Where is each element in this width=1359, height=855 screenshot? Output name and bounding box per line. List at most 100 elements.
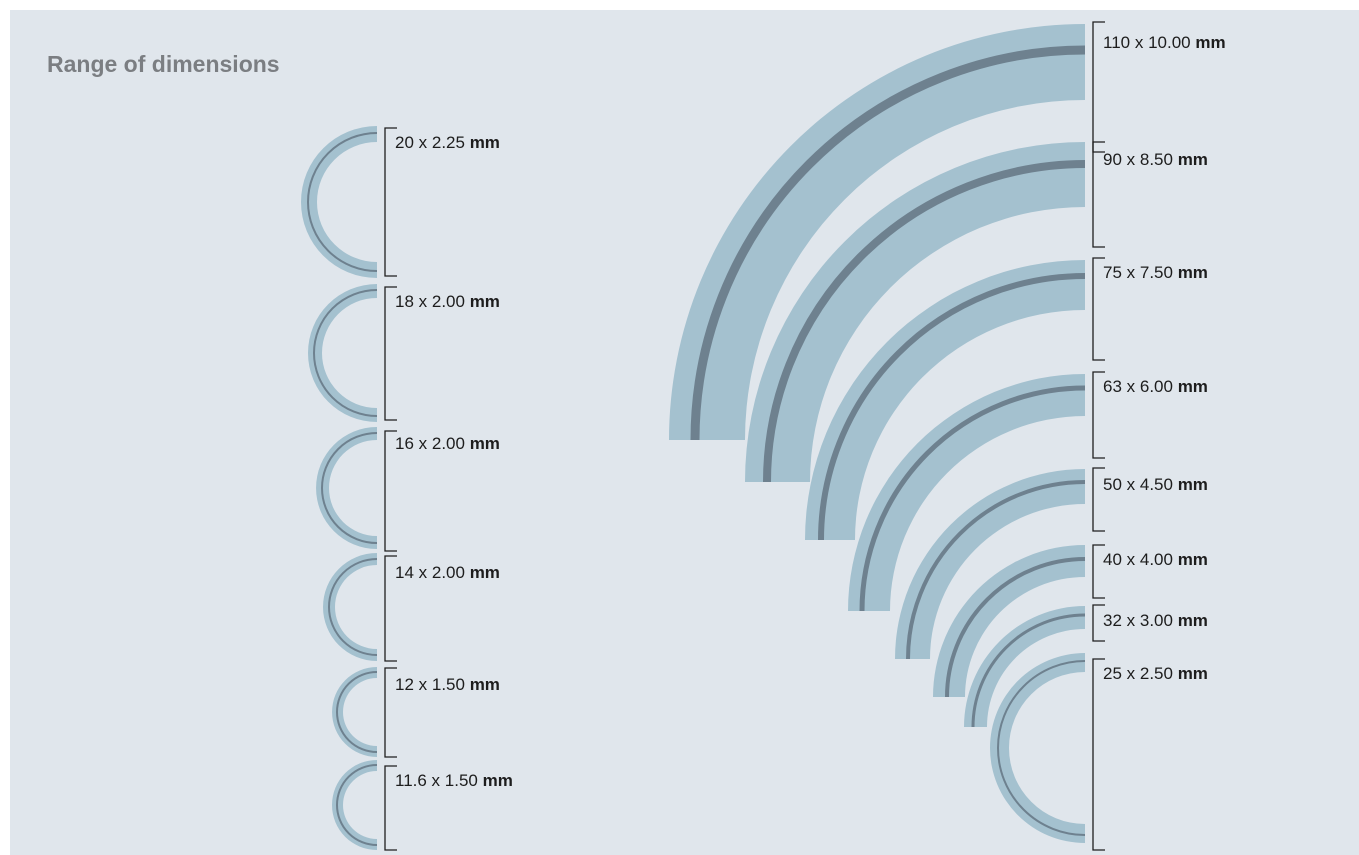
dimension-bracket-110 (1092, 21, 1105, 153)
pipe-centerline-18 (313, 289, 378, 417)
dimension-label-40: 40 x 4.00 mm (1103, 550, 1208, 570)
dimension-bracket-63 (1092, 371, 1105, 459)
unit-label: mm (469, 434, 500, 453)
dimension-label-11-6: 11.6 x 1.50 mm (395, 771, 513, 791)
wall-value: 10.00 (1148, 33, 1196, 52)
pipe-centerline-11-6 (336, 764, 378, 846)
unit-label: mm (1177, 664, 1208, 683)
dimension-bracket-25 (1092, 658, 1105, 851)
unit-label: mm (1177, 611, 1208, 630)
pipe-wall-25 (990, 653, 1085, 843)
dimension-bracket-32 (1092, 604, 1105, 642)
diameter-value: 16 (395, 434, 414, 453)
diameter-value: 63 (1103, 377, 1122, 396)
pipe-wall-18 (308, 284, 377, 422)
dimension-label-90: 90 x 8.50 mm (1103, 150, 1208, 170)
unit-label: mm (469, 133, 500, 152)
diameter-value: 25 (1103, 664, 1122, 683)
diameter-value: 75 (1103, 263, 1122, 282)
unit-label: mm (1177, 150, 1208, 169)
dimension-bracket-12 (384, 667, 397, 758)
separator: x (1121, 377, 1140, 396)
pipe-centerline-32 (971, 613, 1086, 728)
pipe-wall-16 (316, 427, 377, 549)
dimension-bracket-18 (384, 286, 397, 421)
dimension-label-12: 12 x 1.50 mm (395, 675, 500, 695)
unit-label: mm (469, 675, 500, 694)
pipe-section-63 (848, 371, 1105, 612)
pipe-section-12 (332, 667, 397, 758)
pipe-wall-32 (964, 606, 1085, 727)
wall-value: 2.00 (431, 292, 470, 311)
pipe-wall-11-6 (332, 760, 377, 850)
pipe-section-40 (933, 544, 1105, 698)
wall-value: 8.50 (1139, 150, 1178, 169)
pipe-wall-50 (895, 469, 1085, 659)
unit-label: mm (1177, 475, 1208, 494)
pipe-section-50 (895, 467, 1105, 660)
dimension-bracket-16 (384, 430, 397, 552)
separator: x (413, 133, 432, 152)
separator: x (1130, 33, 1149, 52)
pipe-section-14 (323, 553, 397, 662)
pipe-section-110 (669, 21, 1105, 441)
wall-value: 1.50 (444, 771, 483, 790)
separator: x (413, 292, 432, 311)
dimension-label-50: 50 x 4.50 mm (1103, 475, 1208, 495)
dimension-label-18: 18 x 2.00 mm (395, 292, 500, 312)
dimension-bracket-75 (1092, 257, 1105, 361)
wall-value: 1.50 (431, 675, 470, 694)
unit-label: mm (469, 292, 500, 311)
diameter-value: 20 (395, 133, 414, 152)
separator: x (1121, 611, 1140, 630)
diameter-value: 18 (395, 292, 414, 311)
dimension-bracket-90 (1092, 141, 1105, 248)
diameter-value: 50 (1103, 475, 1122, 494)
pipe-wall-40 (933, 545, 1085, 697)
pipe-centerline-40 (945, 557, 1086, 698)
wall-value: 2.00 (431, 434, 470, 453)
pipe-section-20 (301, 126, 397, 278)
dimension-label-110: 110 x 10.00 mm (1103, 33, 1226, 53)
separator: x (413, 563, 432, 582)
pipe-centerline-90 (763, 160, 1086, 483)
pipe-centerline-12 (336, 671, 378, 753)
wall-value: 7.50 (1139, 263, 1178, 282)
pipe-section-25 (990, 653, 1105, 851)
separator: x (413, 434, 432, 453)
wall-value: 4.00 (1139, 550, 1178, 569)
pipe-centerline-14 (328, 558, 378, 656)
diameter-value: 14 (395, 563, 414, 582)
pipe-centerline-25 (997, 660, 1086, 836)
dimension-bracket-20 (384, 127, 397, 277)
diameter-value: 90 (1103, 150, 1122, 169)
wall-value: 4.50 (1139, 475, 1178, 494)
pipe-centerline-20 (307, 132, 378, 272)
wall-value: 3.00 (1139, 611, 1178, 630)
diameter-value: 11.6 (395, 771, 427, 790)
dimension-label-63: 63 x 6.00 mm (1103, 377, 1208, 397)
separator: x (1121, 475, 1140, 494)
unit-label: mm (1177, 550, 1208, 569)
separator: x (1121, 263, 1140, 282)
page-title: Range of dimensions (47, 51, 280, 77)
pipe-wall-14 (323, 553, 377, 661)
pipe-centerline-75 (818, 273, 1086, 541)
dimension-bracket-40 (1092, 544, 1105, 599)
diameter-value: 40 (1103, 550, 1122, 569)
dimension-label-75: 75 x 7.50 mm (1103, 263, 1208, 283)
pipe-section-32 (964, 604, 1105, 728)
pipe-section-16 (316, 427, 397, 552)
dimension-label-14: 14 x 2.00 mm (395, 563, 500, 583)
pipe-centerline-16 (321, 432, 378, 544)
pipe-section-18 (308, 284, 397, 422)
pipe-wall-12 (332, 667, 377, 757)
pipe-section-11-6 (332, 760, 397, 851)
unit-label: mm (1195, 33, 1226, 52)
unit-label: mm (1177, 377, 1208, 396)
wall-value: 2.25 (431, 133, 470, 152)
pipe-wall-20 (301, 126, 377, 278)
separator: x (1121, 150, 1140, 169)
dimension-label-16: 16 x 2.00 mm (395, 434, 500, 454)
separator: x (1121, 664, 1140, 683)
